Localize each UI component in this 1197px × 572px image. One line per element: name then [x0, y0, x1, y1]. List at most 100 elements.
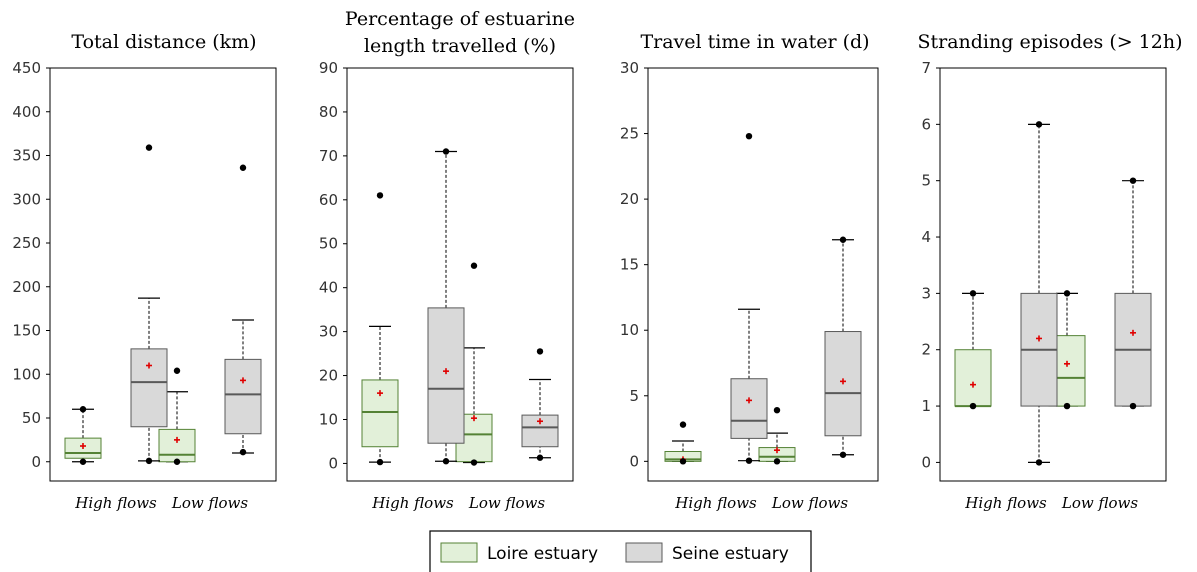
y-tick-label: 7: [921, 59, 931, 77]
chart-title: Percentage of estuarine: [345, 8, 575, 30]
plot-frame: [647, 67, 879, 482]
y-tick-label: 3: [921, 284, 931, 302]
y-tick-label: 350: [12, 147, 41, 165]
outlier-point: [1035, 121, 1043, 128]
y-tick-label: 50: [22, 409, 41, 427]
outlier-point: [79, 406, 87, 413]
box-body: [224, 358, 262, 435]
box-seine-high-flows: [130, 144, 168, 465]
outlier-point: [442, 148, 450, 155]
plot-frame: [49, 67, 277, 482]
outlier-point: [969, 402, 977, 410]
chart-panel-1: Total distance (km) 0 50 100 150 200 250 300 350…: [12, 31, 277, 512]
y-tick-label: 2: [921, 341, 931, 359]
y-tick-label: 90: [319, 59, 338, 77]
outlier-point: [536, 348, 544, 355]
legend-label-seine: Seine estuary: [672, 544, 789, 564]
chart-panel-2: Percentage of estuarine length travelled …: [319, 8, 575, 512]
x-category-label: High flows: [74, 494, 157, 512]
box-seine-low-flows: [521, 348, 559, 461]
y-tick-label: 10: [620, 321, 639, 339]
y-tick-label: 60: [319, 191, 338, 209]
x-category-label: Low flows: [171, 494, 248, 512]
outlier-point: [773, 407, 781, 414]
outlier-point: [969, 290, 977, 297]
x-category-label: High flows: [371, 494, 454, 512]
y-tick-label: 150: [12, 322, 41, 340]
y-tick-label: 80: [319, 103, 338, 121]
box-loire-high-flows: [664, 421, 702, 465]
outlier-point: [679, 421, 687, 428]
plot-frame: [346, 67, 574, 482]
y-tick-label: 5: [921, 172, 931, 190]
y-tick-label: 70: [319, 147, 338, 165]
box-loire-low-flows: [758, 407, 796, 465]
box-seine-low-flows: [224, 164, 262, 456]
outlier-point: [1129, 402, 1137, 410]
box-loire-low-flows: [158, 367, 196, 465]
y-tick-label: 100: [12, 365, 41, 383]
legend-frame: [429, 530, 812, 572]
y-tick-label: 6: [921, 115, 931, 133]
box-loire-high-flows: [954, 290, 992, 410]
outlier-point: [745, 132, 753, 140]
box-body: [158, 428, 196, 463]
outlier-point: [1035, 459, 1043, 466]
outlier-point: [79, 458, 87, 465]
outlier-point: [1063, 402, 1071, 410]
outlier-point: [442, 458, 450, 465]
y-tick-label: 30: [620, 59, 639, 77]
y-tick-label: 30: [319, 323, 338, 341]
y-tick-label: 20: [620, 190, 639, 208]
box-seine-low-flows: [824, 236, 862, 458]
y-tick-label: 400: [12, 103, 41, 121]
box-body: [361, 379, 399, 448]
legend-label-loire: Loire estuary: [487, 544, 598, 564]
outlier-point: [1063, 290, 1071, 297]
x-category-label: Low flows: [1061, 494, 1138, 512]
outlier-point: [773, 458, 781, 465]
outlier-point: [239, 448, 247, 456]
y-tick-label: 1: [921, 397, 931, 415]
box-loire-low-flows: [455, 262, 493, 466]
outlier-point: [536, 454, 544, 461]
box-seine-high-flows: [427, 148, 465, 465]
outlier-point: [1129, 177, 1137, 184]
outlier-point: [173, 458, 181, 465]
x-category-label: Low flows: [771, 494, 848, 512]
outlier-point: [239, 164, 247, 171]
y-tick-label: 250: [12, 234, 41, 252]
legend-swatch-seine: [625, 542, 663, 563]
outlier-point: [839, 451, 847, 458]
box-body: [427, 307, 465, 444]
y-tick-label: 20: [319, 367, 338, 385]
y-tick-label: 0: [31, 453, 41, 471]
y-tick-label: 50: [319, 235, 338, 253]
outlier-point: [145, 144, 153, 151]
y-tick-label: 0: [629, 452, 639, 470]
y-tick-label: 0: [921, 453, 931, 471]
box-loire-high-flows: [361, 192, 399, 466]
y-tick-label: 4: [921, 228, 931, 246]
outlier-point: [745, 457, 753, 464]
box-body: [730, 378, 768, 439]
x-category-label: Low flows: [468, 494, 545, 512]
box-seine-high-flows: [1020, 121, 1058, 466]
plot-frame: [939, 67, 1167, 482]
outlier-point: [173, 367, 181, 374]
box-seine-low-flows: [1114, 177, 1152, 410]
outlier-point: [145, 457, 153, 465]
chart-title: Stranding episodes (> 12h): [917, 31, 1182, 53]
x-category-label: High flows: [674, 494, 757, 512]
outlier-point: [470, 459, 478, 466]
outlier-point: [679, 458, 687, 465]
y-tick-label: 15: [620, 256, 639, 274]
box-body: [130, 348, 168, 428]
chart-panel-4: Stranding episodes (> 12h) 0 1 2 3 4 5 6 7 High f…: [917, 31, 1182, 512]
legend: Loire estuary Seine estuary: [429, 530, 812, 572]
box-body: [521, 414, 559, 448]
chart-title: length travelled (%): [364, 35, 556, 57]
box-seine-high-flows: [730, 132, 768, 464]
outlier-point: [470, 262, 478, 269]
